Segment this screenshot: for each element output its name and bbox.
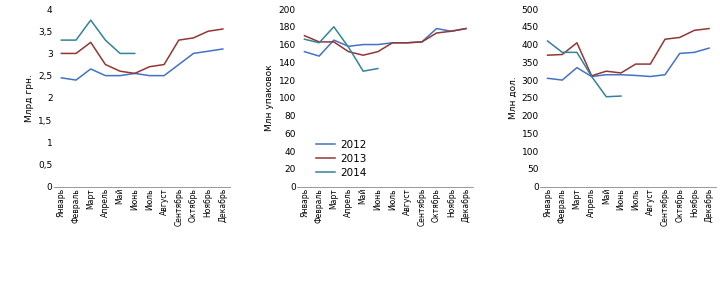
Y-axis label: Млн дол.: Млн дол. bbox=[508, 76, 518, 119]
Legend: 2012, 2013, 2014: 2012, 2013, 2014 bbox=[316, 140, 366, 178]
Y-axis label: Млн упаковок: Млн упаковок bbox=[265, 64, 274, 131]
Y-axis label: Млрд грн.: Млрд грн. bbox=[25, 74, 34, 122]
